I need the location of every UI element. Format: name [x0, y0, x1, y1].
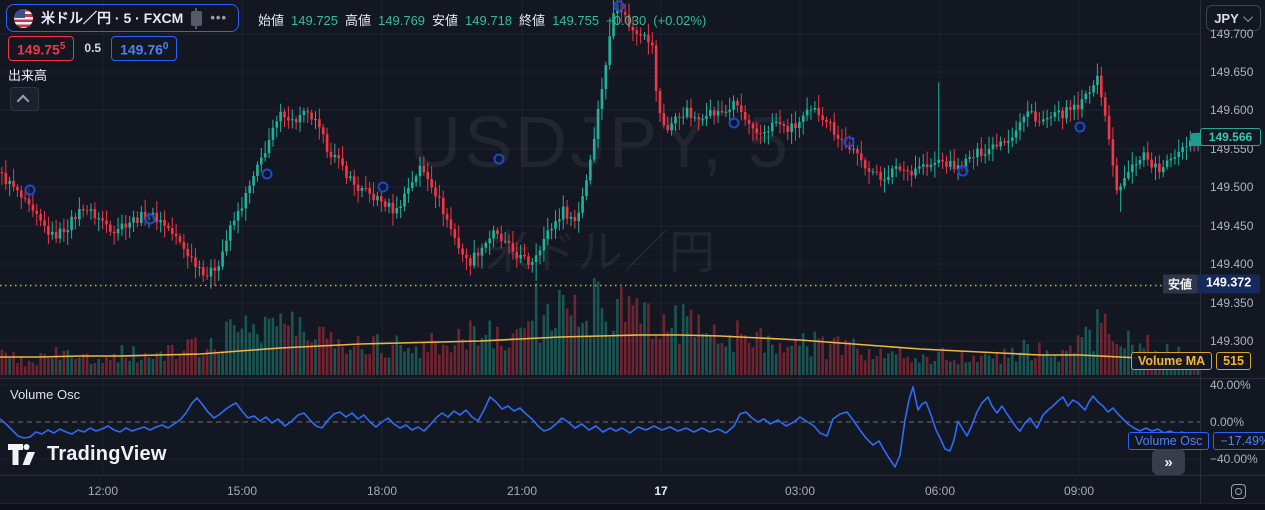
high-value: 149.769 — [378, 13, 426, 28]
chevron-up-icon — [16, 94, 30, 107]
price-tick-label: 149.700 — [1210, 27, 1254, 41]
close-value: 149.755 — [552, 13, 600, 28]
bottom-strip — [0, 504, 1265, 510]
candle-chart-type-icon[interactable] — [191, 7, 203, 29]
last-price-pointer — [1191, 133, 1202, 146]
time-tick-label: 09:00 — [1063, 484, 1095, 498]
price-tick-label: 149.450 — [1210, 219, 1254, 233]
volume-osc-value: −17.49% — [1213, 432, 1265, 450]
currency-dropdown[interactable]: JPY — [1206, 5, 1261, 31]
tradingview-logo-text: TradingView — [47, 443, 167, 465]
price-tick-label: 149.300 — [1210, 334, 1254, 348]
symbol-header-button[interactable]: 米ドル／円 · 5 · FXCM ••• — [6, 4, 239, 32]
collapse-legend-button[interactable] — [10, 87, 39, 111]
high-label: 高値 — [345, 13, 372, 28]
low-label: 安値 — [432, 13, 459, 28]
sell-button[interactable]: 149.755 — [8, 36, 75, 61]
session-low-tag: 安値 149.372 — [1163, 274, 1261, 294]
time-tick-label: 03:00 — [784, 484, 816, 498]
osc-pane-title[interactable]: Volume Osc — [10, 387, 81, 402]
bid-ask-row: 149.755 0.5 149.760 — [8, 36, 178, 61]
osc-tick-label: 0.00% — [1210, 415, 1245, 429]
time-axis-settings-icon[interactable] — [1231, 484, 1246, 499]
more-options-icon[interactable]: ••• — [210, 10, 227, 25]
volume-ma-value: 515 — [1216, 352, 1251, 370]
session-low-value: 149.372 — [1197, 274, 1261, 294]
volume-ma-badge: Volume MA 515 — [1131, 352, 1251, 370]
time-tick-label: 15:00 — [226, 484, 258, 498]
change-percent: (+0.02%) — [653, 13, 707, 28]
chevron-down-icon — [1242, 11, 1253, 22]
open-label: 始値 — [258, 13, 285, 28]
volume-legend-title[interactable]: 出来高 — [8, 68, 48, 83]
change-value: +0.030 — [606, 13, 647, 28]
osc-tick-label: −40.00% — [1210, 452, 1258, 466]
time-tick-label: 12:00 — [87, 484, 119, 498]
price-tick-label: 149.350 — [1210, 296, 1254, 310]
scroll-to-latest-button[interactable]: » — [1152, 449, 1185, 475]
price-tick-label: 149.400 — [1210, 257, 1254, 271]
volume-osc-name: Volume Osc — [1128, 432, 1210, 450]
time-tick-label: 17 — [654, 484, 668, 498]
osc-tick-label: 40.00% — [1210, 378, 1251, 392]
buy-button[interactable]: 149.760 — [111, 36, 178, 61]
currency-value: JPY — [1214, 10, 1239, 26]
tradingview-logo[interactable]: TradingView — [8, 443, 167, 466]
last-price-label: 149.566 — [1200, 128, 1261, 146]
time-tick-label: 21:00 — [506, 484, 538, 498]
price-tick-label: 149.600 — [1210, 103, 1254, 117]
close-label: 終値 — [519, 13, 546, 28]
volume-ma-name: Volume MA — [1131, 352, 1213, 370]
tradingview-logo-icon — [8, 443, 35, 465]
symbol-title: 米ドル／円 · 5 · FXCM — [41, 10, 184, 26]
ohlc-readout: 始値 149.725 高値 149.769 安値 149.718 終値 149.… — [258, 10, 706, 29]
session-low-name: 安値 — [1163, 274, 1198, 294]
us-flag-icon — [14, 8, 33, 28]
spread-value: 0.5 — [84, 41, 102, 56]
time-tick-label: 18:00 — [366, 484, 398, 498]
low-value: 149.718 — [465, 13, 513, 28]
time-tick-label: 06:00 — [924, 484, 956, 498]
price-tick-label: 149.500 — [1210, 180, 1254, 194]
price-tick-label: 149.650 — [1210, 65, 1254, 79]
open-value: 149.725 — [291, 13, 339, 28]
volume-osc-badge: Volume Osc −17.49% — [1128, 432, 1265, 450]
